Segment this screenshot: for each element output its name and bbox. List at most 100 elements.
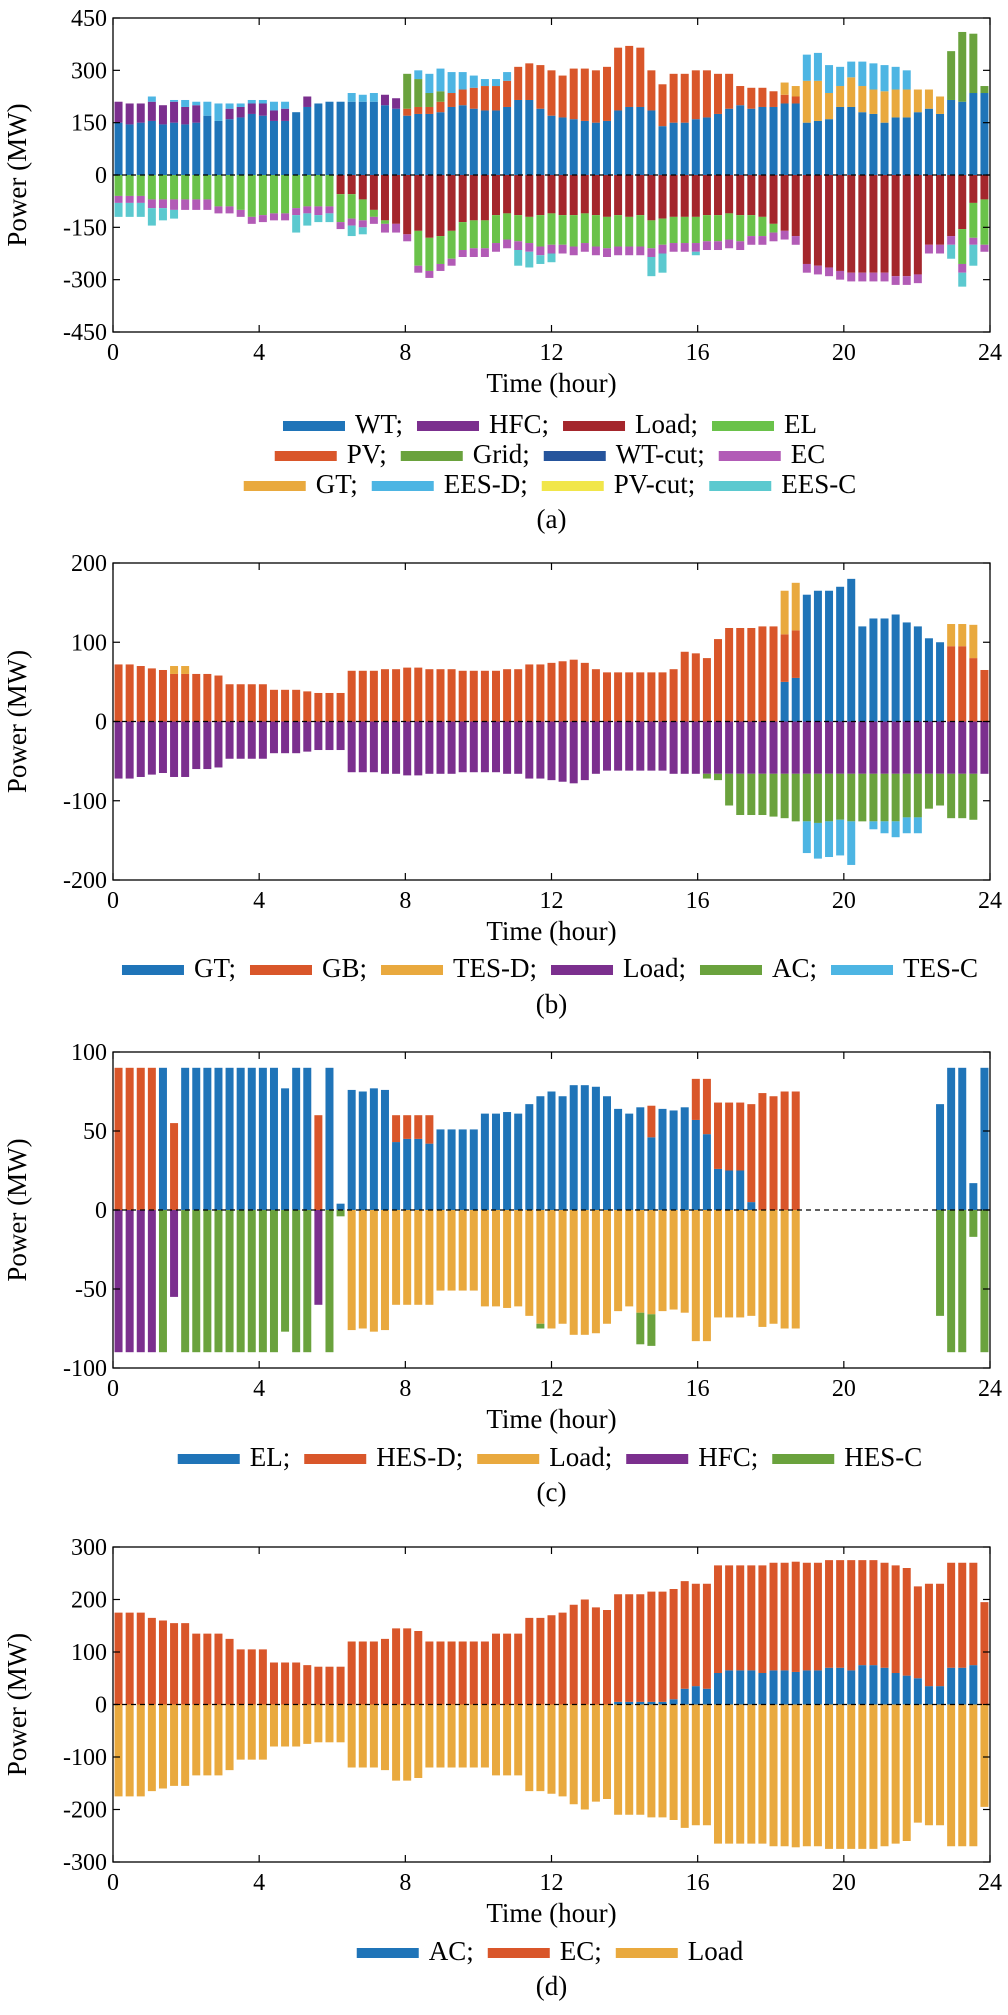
bar-ec-13 <box>258 215 267 223</box>
bar-pv-48 <box>647 70 656 111</box>
bar-ec-73 <box>924 1583 933 1687</box>
bar-ac-62 <box>802 1670 811 1705</box>
bar-ec-28 <box>425 270 434 278</box>
bar-el-54 <box>714 215 723 242</box>
bar-el-0 <box>114 175 123 196</box>
x-tick-label: 16 <box>686 1870 710 1896</box>
bar-el-9 <box>214 1067 223 1210</box>
bar-pv-28 <box>425 106 434 114</box>
y-tick-label: 0 <box>95 1693 107 1719</box>
bar-el-54 <box>714 1168 723 1210</box>
bar-el-18 <box>314 175 323 207</box>
bar-load-6 <box>181 1704 190 1786</box>
bar-gb-41 <box>569 659 578 722</box>
bar-load-17 <box>303 721 312 752</box>
bar-el-46 <box>625 216 634 247</box>
bar-ees-d-22 <box>358 94 367 102</box>
bar-pv-49 <box>658 84 667 127</box>
bar-load-9 <box>214 721 223 768</box>
bar-el-47 <box>636 215 645 247</box>
bar-ec-72 <box>913 1586 922 1679</box>
legend-swatch-grid <box>400 451 463 461</box>
bar-load-53 <box>702 175 711 216</box>
bar-load-36 <box>514 175 523 216</box>
bar-el-48 <box>647 1137 656 1210</box>
bar-wt-68 <box>869 113 878 175</box>
bar-load-59 <box>769 1704 778 1847</box>
bar-ec-20 <box>336 222 345 230</box>
bar-el-27 <box>414 1138 423 1210</box>
bar-gb-1 <box>125 664 134 722</box>
x-tick-label: 24 <box>978 1870 1002 1896</box>
bar-el-33 <box>480 1113 489 1210</box>
x-tick-label: 16 <box>686 340 710 366</box>
legend-swatch-pv-cut <box>541 481 604 491</box>
bar-load-65 <box>836 175 845 271</box>
bar-pv-33 <box>480 86 489 111</box>
bar-el-11 <box>236 175 245 210</box>
bar-gb-4 <box>158 669 167 722</box>
legend-label-el: EL <box>784 409 817 439</box>
bar-load-28 <box>425 175 434 238</box>
bar-ec-66 <box>847 1560 856 1671</box>
bar-el-5 <box>170 175 179 200</box>
bar-load-57 <box>747 1210 756 1316</box>
bar-el-27 <box>414 230 423 266</box>
bar-load-50 <box>669 1210 678 1310</box>
bar-load-3 <box>147 1704 156 1792</box>
bar-ees-d-21 <box>347 93 356 102</box>
legend-swatch-tes-d <box>381 965 444 975</box>
bar-hes-d-28 <box>425 1115 434 1144</box>
bar-load-55 <box>725 1210 734 1318</box>
bar-ec-55 <box>725 1565 734 1671</box>
bar-hes-c-76 <box>958 1210 967 1353</box>
bar-wt-10 <box>225 119 234 175</box>
bar-el-41 <box>569 215 578 247</box>
bar-load-60 <box>780 721 789 774</box>
legend-swatch-hes-c <box>772 1454 835 1464</box>
bar-load-38 <box>536 1210 545 1324</box>
x-tick-label: 8 <box>399 1870 411 1896</box>
bar-load-30 <box>447 175 456 231</box>
bar-load-24 <box>380 175 389 221</box>
bar-el-22 <box>358 199 367 221</box>
bar-load-48 <box>647 1704 656 1818</box>
bar-load-21 <box>347 175 356 195</box>
bar-gb-75 <box>947 646 956 722</box>
bar-ec-9 <box>214 1633 223 1705</box>
bar-tes-d-60 <box>780 590 789 635</box>
bar-ec-68 <box>869 1560 878 1666</box>
bar-ec-6 <box>181 199 190 210</box>
bar-load-52 <box>691 1210 700 1342</box>
bar-load-32 <box>469 1704 478 1768</box>
bar-gb-23 <box>369 670 378 722</box>
bar-load-24 <box>380 1704 389 1771</box>
bar-el-32 <box>469 220 478 249</box>
bar-load-58 <box>758 175 767 217</box>
bar-hfc-4 <box>158 105 167 125</box>
bar-hfc-12 <box>247 103 256 114</box>
bar-load-48 <box>647 1210 656 1315</box>
bar-el-12 <box>247 1067 256 1210</box>
bar-ec-41 <box>569 1604 578 1705</box>
bar-ec-62 <box>802 1562 811 1671</box>
legend-label-ec: EC; <box>560 1936 602 1966</box>
bar-pv-45 <box>614 47 623 111</box>
bar-ec-27 <box>414 265 423 273</box>
bar-el-14 <box>269 1067 278 1210</box>
bar-el-16 <box>292 175 301 209</box>
bar-ec-13 <box>258 1649 267 1705</box>
bar-el-34 <box>492 215 500 244</box>
bar-hes-d-52 <box>691 1078 700 1120</box>
legend: GT; GB; TES-D; Load; AC; TES-C <box>121 953 978 983</box>
bar-el-19 <box>325 1067 334 1210</box>
bar-ec-58 <box>758 236 767 245</box>
bar-ees-d-69 <box>880 65 889 92</box>
bar-ec-10 <box>225 1638 234 1705</box>
bar-load-22 <box>358 1704 367 1768</box>
bar-gt-69 <box>880 91 889 123</box>
bar-ec-40 <box>558 1612 567 1705</box>
bar-load-69 <box>880 721 889 774</box>
bar-tes-c-68 <box>869 821 878 830</box>
